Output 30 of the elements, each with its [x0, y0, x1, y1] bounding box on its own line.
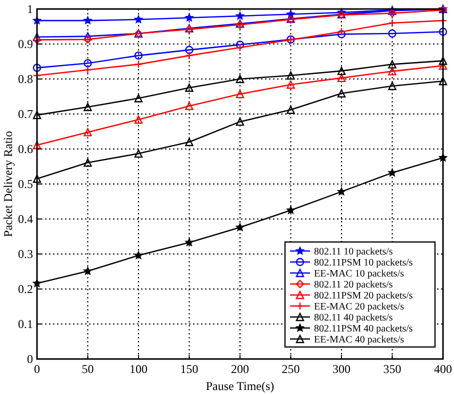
legend-label: EE-MAC 40 packets/s	[314, 334, 404, 346]
y-axis-title: Packet Delivery Ratio	[1, 131, 15, 237]
y-tick-label: 0.6	[18, 142, 33, 156]
x-tick-label: 150	[180, 362, 198, 376]
y-tick-label: 0.2	[18, 282, 33, 296]
legend-label: 802.11 20 packets/s	[314, 280, 393, 290]
x-axis-title: Pause Time(s)	[206, 379, 274, 393]
y-tick-label: 0.5	[18, 177, 33, 191]
y-tick-label: 1	[27, 2, 33, 16]
x-tick-label: 200	[231, 362, 249, 376]
y-tick-label: 0.7	[18, 107, 33, 121]
legend-label: 802.11 10 packets/s	[314, 246, 393, 258]
y-tick-label: 0.9	[18, 37, 33, 51]
y-tick-label: 0.3	[18, 247, 33, 261]
y-tick-label: 0.8	[18, 72, 33, 86]
y-tick-label: 0	[27, 352, 33, 366]
legend-label: 802.11PSM 40 packets/s	[314, 324, 413, 334]
legend-label: 802.11 40 packets/s	[314, 312, 393, 324]
legend-label: 802.11PSM 20 packets/s	[314, 290, 413, 302]
y-tick-label: 0.4	[18, 212, 33, 226]
x-tick-label: 50	[82, 362, 94, 376]
x-tick-label: 350	[383, 362, 402, 376]
legend-label: EE-MAC 20 packets/s	[314, 302, 404, 312]
x-tick-label: 250	[282, 362, 300, 376]
x-tick-label: 400	[434, 362, 452, 376]
legend-label: 802.11PSM 10 packets/s	[314, 258, 413, 268]
y-tick-label: 0.1	[18, 317, 33, 331]
x-tick-label: 100	[130, 362, 148, 376]
x-tick-label: 300	[332, 362, 350, 376]
legend-label: EE-MAC 10 packets/s	[314, 268, 404, 280]
